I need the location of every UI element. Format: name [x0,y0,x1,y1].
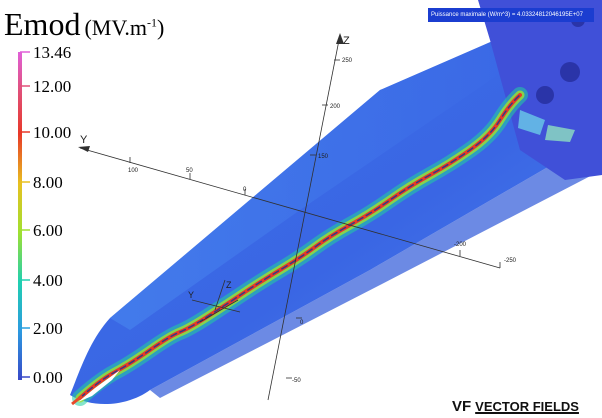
y-axis-label: Y [80,134,88,146]
end-cap-hole [560,62,580,82]
z-tick-label: 200 [330,104,341,110]
colorbar-label: 8.00 [33,173,63,192]
cone-lower-facet [150,150,602,398]
x-tick-label: -250 [504,258,517,264]
colorbar-label: 12.00 [33,77,72,96]
x-tick-label: 50 [186,168,193,174]
cone-upper-facet [110,40,520,330]
colorbar-gradient [18,52,22,380]
colorbar-label: 2.00 [33,319,63,338]
title-quantity: Emod [4,6,81,42]
z-tick-label: 150 [318,154,329,160]
title-unit-exponent: -1 [147,15,157,30]
y-axis-arrow-icon [78,146,90,152]
z-tick-label: 250 [342,58,353,64]
colorbar-label: 0.00 [33,368,63,387]
colorbar-label: 13.46 [33,43,72,62]
y-axis-line [79,147,501,269]
tip-hot-edge [71,394,83,406]
colorbar-label: 6.00 [33,221,63,240]
max-power-banner: Puissance maximale (W/m^3) = 4.033248120… [428,8,594,22]
title-unit-close: ) [157,15,165,40]
z-tick-label: -50 [292,378,301,384]
axes-wireframe [79,34,501,401]
vf-logo-icon: VF [452,398,472,415]
vector-fields-logo: VF VECTOR FIELDS [452,398,579,415]
triad-z-label: Z [226,280,232,290]
end-cap-hole [536,86,554,104]
end-cap-fin [518,110,545,135]
groove-dark-line [79,94,521,399]
title-unit: (MV.m-1) [84,15,164,40]
z-axis-line [267,34,341,401]
x-tick-label: -200 [454,242,467,248]
axis-tick-labels: 100 50 0 -200 -250 250 200 150 0 -50 [128,58,517,384]
z-axis-label: Z [343,35,350,47]
end-cap-fin [545,125,575,142]
triad-y-label: Y [188,290,194,300]
z-tick-label: 0 [300,320,304,326]
z-axis-arrow-icon [336,33,344,44]
tip-hot-spot [78,370,120,402]
logo-text: VECTOR FIELDS [475,399,579,414]
x-tick-label: 0 [243,187,247,193]
field-groove [71,87,528,406]
colorbar-label: 4.00 [33,271,63,290]
x-tick-label: 100 [128,168,139,174]
colorbar-label: 10.00 [33,123,72,142]
colorbar [18,51,30,380]
plot-title: Emod (MV.m-1) [4,6,164,43]
triad-z [214,279,226,311]
title-unit-text: (MV.m [84,15,147,40]
triad-x [199,299,239,323]
